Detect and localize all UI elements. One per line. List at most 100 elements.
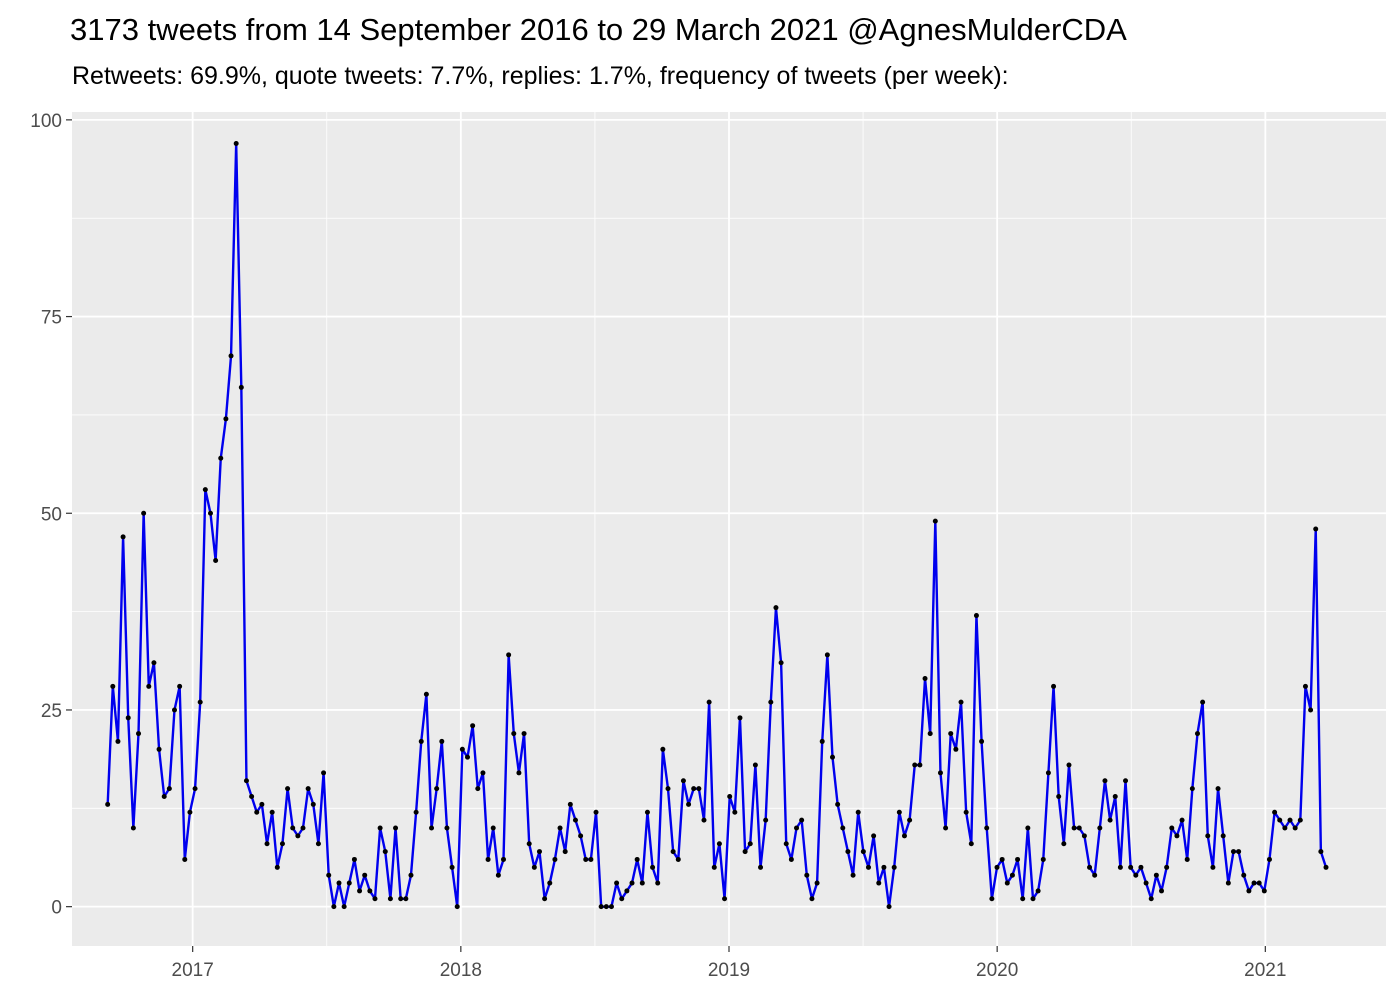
data-point <box>274 864 280 870</box>
data-point <box>619 896 625 902</box>
data-point <box>259 801 265 807</box>
data-point <box>1200 699 1206 705</box>
data-point <box>727 794 733 800</box>
data-point <box>716 841 722 847</box>
data-point <box>809 896 815 902</box>
data-point <box>269 809 275 815</box>
data-point <box>1215 786 1221 792</box>
data-point <box>583 856 589 862</box>
data-point <box>1169 825 1175 831</box>
data-point <box>680 778 686 784</box>
data-point <box>1061 841 1067 847</box>
data-point <box>249 794 255 800</box>
data-point <box>357 888 363 894</box>
data-point <box>141 510 147 516</box>
data-point <box>994 864 1000 870</box>
data-point <box>105 801 111 807</box>
data-point <box>711 864 717 870</box>
data-point <box>321 770 327 776</box>
data-point <box>285 786 291 792</box>
data-point <box>1210 864 1216 870</box>
data-point <box>136 731 142 737</box>
data-point <box>336 880 342 886</box>
data-point <box>907 817 913 823</box>
data-point <box>881 864 887 870</box>
data-point <box>151 660 157 666</box>
data-point <box>588 856 594 862</box>
data-point <box>1148 896 1154 902</box>
data-point <box>110 683 116 689</box>
data-point <box>423 691 429 697</box>
data-point <box>1287 817 1293 823</box>
data-point <box>1030 896 1036 902</box>
data-point <box>778 660 784 666</box>
data-point <box>1066 762 1072 768</box>
data-point <box>120 534 126 540</box>
data-point <box>804 872 810 878</box>
data-point <box>814 880 820 886</box>
data-point <box>752 762 758 768</box>
data-point <box>686 801 692 807</box>
data-point <box>403 896 409 902</box>
x-tick-label: 2018 <box>440 960 482 981</box>
data-point <box>901 833 907 839</box>
data-point <box>207 510 213 516</box>
data-point <box>1097 825 1103 831</box>
data-point <box>675 856 681 862</box>
data-point <box>1133 872 1139 878</box>
data-point <box>932 518 938 524</box>
data-point <box>608 904 614 910</box>
data-point <box>1308 707 1314 713</box>
data-point <box>639 880 645 886</box>
data-point <box>696 786 702 792</box>
data-point <box>326 872 332 878</box>
data-point <box>624 888 630 894</box>
data-point <box>1323 864 1329 870</box>
data-point <box>161 794 167 800</box>
data-point <box>213 557 219 563</box>
data-point <box>218 455 224 461</box>
data-point <box>1045 770 1051 776</box>
y-tick-label: 25 <box>41 701 62 722</box>
data-point <box>398 896 404 902</box>
data-point <box>783 841 789 847</box>
data-point <box>115 738 121 744</box>
data-point <box>547 880 553 886</box>
data-point <box>465 754 471 760</box>
data-point <box>310 801 316 807</box>
data-point <box>1205 833 1211 839</box>
data-point <box>351 856 357 862</box>
data-point <box>1071 825 1077 831</box>
data-point <box>542 896 548 902</box>
data-point <box>202 487 208 493</box>
data-point <box>192 786 198 792</box>
data-point <box>290 825 296 831</box>
data-point <box>341 904 347 910</box>
data-point <box>1117 864 1123 870</box>
data-point <box>1112 794 1118 800</box>
data-point <box>912 762 918 768</box>
data-point <box>1194 731 1200 737</box>
data-point <box>130 825 136 831</box>
data-point <box>331 904 337 910</box>
data-point <box>742 849 748 855</box>
data-point <box>305 786 311 792</box>
data-point <box>449 864 455 870</box>
data-point <box>536 849 542 855</box>
data-point <box>382 849 388 855</box>
data-point <box>197 699 203 705</box>
data-point <box>439 738 445 744</box>
data-point <box>377 825 383 831</box>
data-point <box>434 786 440 792</box>
data-point <box>1040 856 1046 862</box>
data-point <box>1004 880 1010 886</box>
data-point <box>1081 833 1087 839</box>
data-point <box>1128 864 1134 870</box>
data-point <box>223 416 229 422</box>
data-point <box>516 770 522 776</box>
data-point <box>860 849 866 855</box>
data-point <box>943 825 949 831</box>
data-point <box>531 864 537 870</box>
data-point <box>732 809 738 815</box>
data-point <box>1261 888 1267 894</box>
